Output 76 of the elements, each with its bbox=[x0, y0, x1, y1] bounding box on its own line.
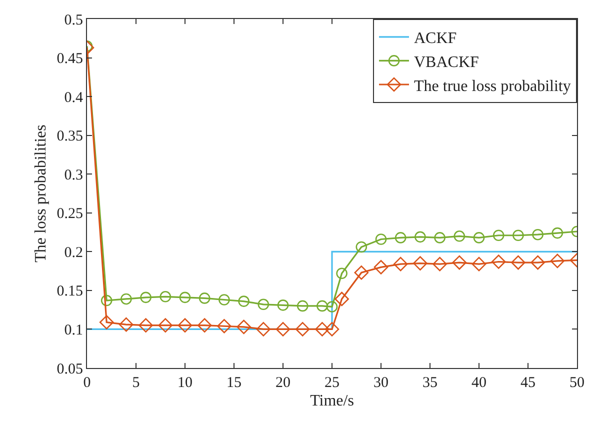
point bbox=[413, 256, 428, 270]
point bbox=[394, 232, 406, 244]
point bbox=[217, 318, 232, 334]
point bbox=[356, 241, 368, 253]
y-tick-label: 0.05 bbox=[56, 361, 83, 378]
y-tick-label: 0.5 bbox=[64, 12, 83, 28]
point bbox=[432, 256, 447, 272]
legend-label: VBACKF bbox=[414, 54, 480, 71]
point bbox=[315, 322, 330, 336]
point bbox=[550, 254, 565, 268]
point bbox=[256, 322, 271, 336]
y-tick-label: 0.45 bbox=[56, 51, 83, 68]
point bbox=[100, 294, 112, 306]
point bbox=[530, 255, 545, 270]
point bbox=[532, 228, 544, 240]
point bbox=[178, 318, 192, 332]
point bbox=[160, 291, 172, 302]
point bbox=[296, 300, 308, 312]
point bbox=[354, 265, 369, 280]
x-tick-label: 5 bbox=[132, 375, 140, 391]
point bbox=[316, 300, 328, 312]
x-tick-label: 35 bbox=[422, 375, 438, 391]
point bbox=[512, 230, 524, 242]
point bbox=[120, 293, 132, 305]
x-axis-title: Time/s bbox=[310, 392, 354, 410]
point bbox=[295, 322, 310, 336]
point bbox=[258, 298, 270, 310]
point bbox=[334, 292, 349, 306]
point bbox=[197, 318, 212, 332]
point bbox=[326, 301, 338, 312]
point bbox=[414, 231, 426, 243]
x-tick-label: 25 bbox=[324, 375, 340, 391]
point bbox=[218, 294, 230, 306]
y-tick-label: 0.15 bbox=[56, 284, 83, 300]
point bbox=[434, 232, 446, 244]
x-tick-label: 40 bbox=[472, 375, 486, 391]
point bbox=[324, 322, 340, 336]
point bbox=[179, 292, 191, 304]
y-tick-label: 0.2 bbox=[64, 244, 83, 261]
point bbox=[336, 268, 348, 280]
x-tick-label: 0 bbox=[83, 375, 91, 391]
y-tick-label: 0.4 bbox=[64, 90, 84, 106]
point bbox=[138, 318, 153, 332]
point bbox=[472, 256, 486, 272]
point bbox=[393, 256, 408, 272]
point bbox=[374, 260, 388, 274]
x-tick-label: 15 bbox=[226, 375, 242, 391]
legend-label: ACKF bbox=[414, 30, 457, 48]
point bbox=[375, 234, 387, 245]
point bbox=[238, 296, 250, 307]
y-tick-label: 0.35 bbox=[56, 128, 83, 145]
point bbox=[276, 322, 290, 336]
y-tick-label: 0.1 bbox=[64, 322, 83, 338]
y-axis-title: The loss probabilities bbox=[32, 124, 50, 262]
x-tick-label: 50 bbox=[570, 375, 584, 391]
point bbox=[277, 300, 289, 311]
point bbox=[198, 292, 210, 304]
point bbox=[473, 232, 485, 244]
legend-label: The true loss probability bbox=[414, 78, 571, 95]
point bbox=[511, 255, 526, 270]
point bbox=[454, 230, 466, 242]
point bbox=[119, 317, 134, 332]
y-tick-label: 0.3 bbox=[64, 167, 83, 184]
x-tick-label: 10 bbox=[178, 375, 192, 391]
x-tick-label: 45 bbox=[520, 375, 536, 391]
x-tick-label: 20 bbox=[276, 375, 290, 391]
y-tick-label: 0.25 bbox=[56, 206, 83, 222]
x-tick-label: 30 bbox=[374, 375, 388, 391]
point bbox=[99, 315, 114, 330]
point bbox=[491, 254, 506, 269]
point bbox=[158, 318, 173, 332]
point bbox=[140, 292, 152, 304]
point bbox=[552, 227, 564, 239]
point bbox=[236, 320, 251, 334]
point bbox=[452, 255, 467, 270]
point bbox=[492, 230, 504, 242]
